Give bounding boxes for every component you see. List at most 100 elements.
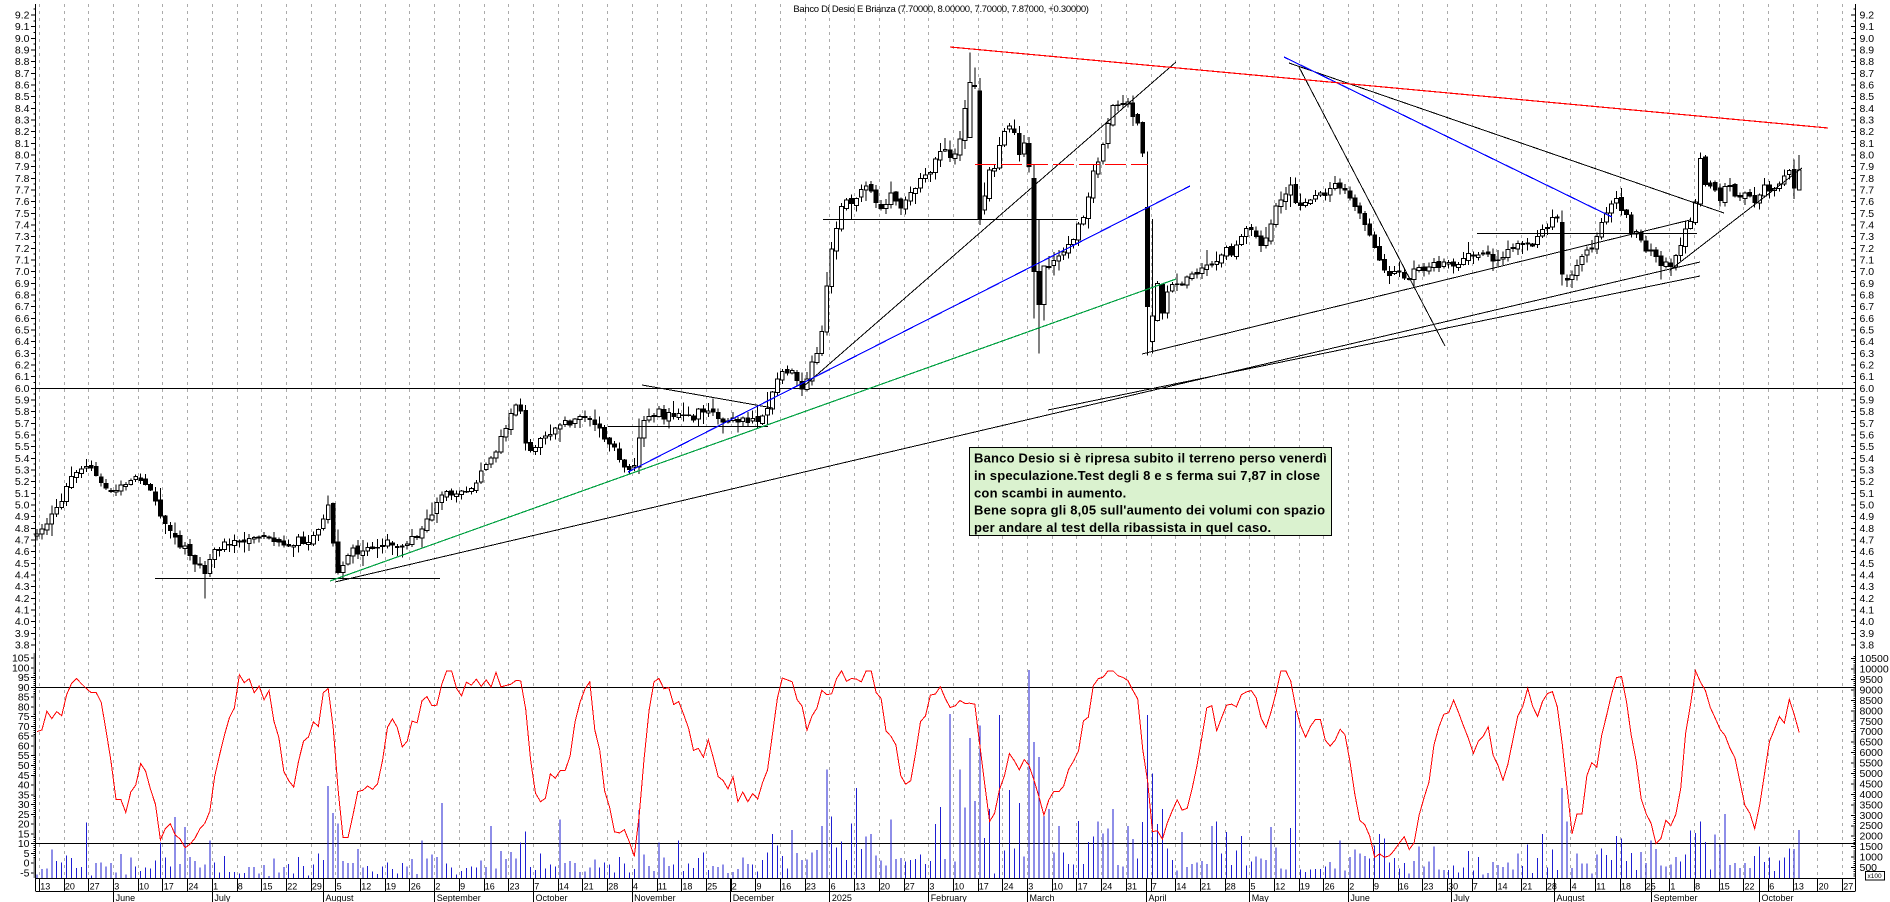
svg-text:6.1: 6.1: [1860, 371, 1875, 383]
svg-text:18: 18: [1621, 882, 1631, 892]
svg-text:14: 14: [559, 882, 569, 892]
svg-text:70: 70: [18, 721, 30, 733]
svg-text:4.4: 4.4: [1860, 570, 1875, 582]
svg-text:7.9: 7.9: [1860, 161, 1875, 173]
svg-text:7.3: 7.3: [15, 231, 30, 243]
svg-text:-5: -5: [20, 867, 29, 879]
svg-text:6.3: 6.3: [1860, 348, 1875, 360]
svg-text:16: 16: [781, 882, 791, 892]
svg-text:7.0: 7.0: [1860, 266, 1875, 278]
svg-text:6.2: 6.2: [15, 360, 30, 372]
svg-text:17: 17: [1078, 882, 1088, 892]
svg-text:5.6: 5.6: [1860, 430, 1875, 442]
svg-text:3.9: 3.9: [1860, 628, 1875, 640]
svg-text:8.5: 8.5: [1860, 91, 1875, 103]
svg-text:100: 100: [12, 662, 30, 674]
svg-text:19: 19: [1300, 882, 1310, 892]
svg-text:6.8: 6.8: [15, 290, 30, 302]
svg-text:6.8: 6.8: [1860, 290, 1875, 302]
svg-text:August: August: [1557, 893, 1586, 902]
svg-text:7.6: 7.6: [15, 196, 30, 208]
svg-text:March: March: [1030, 893, 1055, 902]
svg-text:23: 23: [806, 882, 816, 892]
svg-text:9.0: 9.0: [1860, 33, 1875, 45]
svg-text:x100: x100: [1868, 873, 1882, 880]
svg-text:4.8: 4.8: [1860, 523, 1875, 535]
svg-text:4.9: 4.9: [1860, 511, 1875, 523]
svg-text:February: February: [931, 893, 968, 902]
svg-text:3: 3: [1028, 882, 1033, 892]
svg-text:6.5: 6.5: [1860, 325, 1875, 337]
svg-text:7000: 7000: [1860, 726, 1884, 738]
svg-text:2: 2: [732, 882, 737, 892]
svg-text:5.3: 5.3: [15, 465, 30, 477]
svg-text:3.9: 3.9: [15, 628, 30, 640]
svg-text:30: 30: [1448, 882, 1458, 892]
svg-text:24: 24: [1004, 882, 1014, 892]
svg-text:8500: 8500: [1860, 695, 1884, 707]
svg-text:1: 1: [213, 882, 218, 892]
svg-text:11: 11: [1596, 882, 1605, 892]
svg-text:45: 45: [18, 770, 30, 782]
svg-text:con scambi in aumento.: con scambi in aumento.: [974, 485, 1127, 500]
svg-text:6.9: 6.9: [15, 278, 30, 290]
svg-text:21: 21: [584, 882, 594, 892]
svg-text:5.8: 5.8: [1860, 406, 1875, 418]
svg-text:8.2: 8.2: [15, 126, 30, 138]
svg-text:4.6: 4.6: [15, 546, 30, 558]
svg-text:17: 17: [979, 882, 989, 892]
svg-text:21: 21: [1201, 882, 1211, 892]
svg-text:16: 16: [485, 882, 495, 892]
svg-text:22: 22: [1745, 882, 1755, 892]
svg-text:8: 8: [1695, 882, 1700, 892]
svg-text:7.9: 7.9: [15, 161, 30, 173]
svg-text:9.0: 9.0: [15, 33, 30, 45]
svg-text:5.2: 5.2: [15, 476, 30, 488]
svg-text:7.5: 7.5: [15, 208, 30, 220]
svg-text:10: 10: [18, 838, 30, 850]
svg-text:8.3: 8.3: [1860, 115, 1875, 127]
svg-text:August: August: [326, 893, 355, 902]
svg-text:60: 60: [18, 741, 30, 753]
svg-text:9: 9: [460, 882, 465, 892]
svg-text:8.2: 8.2: [1860, 126, 1875, 138]
svg-text:8000: 8000: [1860, 705, 1884, 717]
svg-text:6.5: 6.5: [15, 325, 30, 337]
svg-text:4.5: 4.5: [1860, 558, 1875, 570]
svg-text:20: 20: [1819, 882, 1829, 892]
svg-text:6.4: 6.4: [15, 336, 30, 348]
svg-text:9.2: 9.2: [15, 10, 30, 22]
svg-text:20: 20: [880, 882, 890, 892]
svg-text:5.9: 5.9: [1860, 395, 1875, 407]
svg-text:7: 7: [1152, 882, 1157, 892]
svg-text:10: 10: [954, 882, 964, 892]
svg-text:7.4: 7.4: [15, 220, 30, 232]
svg-text:4.2: 4.2: [15, 593, 30, 605]
svg-text:4500: 4500: [1860, 779, 1884, 791]
svg-text:5: 5: [337, 882, 342, 892]
svg-text:12: 12: [1275, 882, 1285, 892]
svg-text:4.5: 4.5: [15, 558, 30, 570]
svg-text:8.8: 8.8: [1860, 56, 1875, 68]
svg-text:2025: 2025: [832, 893, 852, 902]
svg-text:24: 24: [1102, 882, 1112, 892]
svg-text:9.1: 9.1: [1860, 21, 1875, 33]
svg-text:7.5: 7.5: [1860, 208, 1875, 220]
svg-text:8.4: 8.4: [1860, 103, 1875, 115]
svg-text:9.1: 9.1: [15, 21, 30, 33]
svg-text:May: May: [1252, 893, 1270, 902]
svg-text:2: 2: [1349, 882, 1354, 892]
svg-text:6.9: 6.9: [1860, 278, 1875, 290]
svg-text:4000: 4000: [1860, 789, 1884, 801]
svg-text:4.4: 4.4: [15, 570, 30, 582]
svg-text:23: 23: [510, 882, 520, 892]
svg-text:13: 13: [1794, 882, 1804, 892]
svg-text:7.7: 7.7: [1860, 185, 1875, 197]
svg-text:8.5: 8.5: [15, 91, 30, 103]
svg-text:4.7: 4.7: [15, 535, 30, 547]
svg-text:5500: 5500: [1860, 758, 1884, 770]
svg-text:5.3: 5.3: [1860, 465, 1875, 477]
svg-text:75: 75: [18, 711, 30, 723]
svg-text:November: November: [634, 893, 676, 902]
svg-text:6: 6: [831, 882, 836, 892]
